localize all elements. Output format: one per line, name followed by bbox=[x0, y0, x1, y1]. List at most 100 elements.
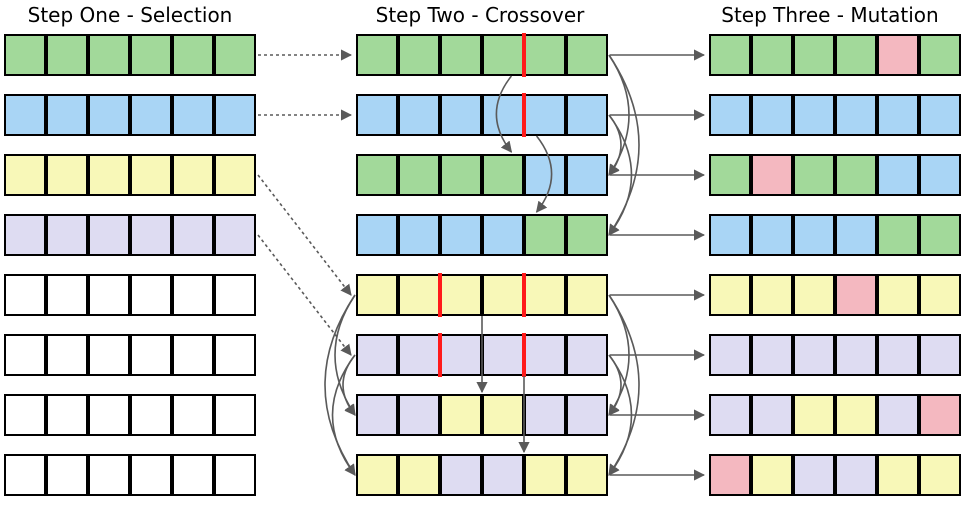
crossover-marker bbox=[522, 93, 526, 137]
gene-cell bbox=[836, 95, 876, 135]
gene-cell bbox=[441, 395, 481, 435]
gene-cell bbox=[483, 155, 523, 195]
gene-cell bbox=[441, 155, 481, 195]
gene-cell bbox=[47, 395, 87, 435]
gene-cell bbox=[836, 215, 876, 255]
gene-cell bbox=[5, 155, 45, 195]
gene-cell bbox=[215, 95, 255, 135]
gene-cell bbox=[567, 275, 607, 315]
gene-cell bbox=[878, 395, 918, 435]
gene-cell bbox=[567, 335, 607, 375]
chromosome-col2-4 bbox=[357, 273, 607, 317]
gene-cell bbox=[836, 155, 876, 195]
chromosome-col1-3 bbox=[5, 215, 255, 255]
gene-cell bbox=[483, 35, 523, 75]
gene-cell bbox=[173, 215, 213, 255]
gene-cell bbox=[399, 455, 439, 495]
gene-cell bbox=[752, 215, 792, 255]
gene-cell bbox=[483, 455, 523, 495]
gene-cell bbox=[173, 395, 213, 435]
gene-cell bbox=[173, 335, 213, 375]
gene-cell bbox=[752, 35, 792, 75]
chromosome-col1-4 bbox=[5, 275, 255, 315]
gene-cell bbox=[357, 455, 397, 495]
gene-cell bbox=[5, 335, 45, 375]
gene-cell bbox=[752, 95, 792, 135]
crossover-marker bbox=[522, 33, 526, 77]
gene-cell bbox=[483, 395, 523, 435]
gene-cell bbox=[878, 215, 918, 255]
crossover-arc bbox=[333, 355, 356, 475]
gene-cell bbox=[89, 35, 129, 75]
gene-cell bbox=[567, 35, 607, 75]
gene-cell bbox=[357, 95, 397, 135]
gene-cell bbox=[47, 35, 87, 75]
gene-cell bbox=[878, 95, 918, 135]
gene-cell bbox=[89, 215, 129, 255]
gene-cell bbox=[794, 155, 834, 195]
chromosome-col1-1 bbox=[5, 95, 255, 135]
gene-cell bbox=[920, 455, 960, 495]
gene-cell bbox=[920, 35, 960, 75]
gene-cell bbox=[525, 455, 565, 495]
gene-cell bbox=[567, 455, 607, 495]
gene-cell bbox=[483, 335, 523, 375]
gene-cell bbox=[878, 155, 918, 195]
chromosome-col2-1 bbox=[357, 93, 607, 137]
chromosome-col3-2 bbox=[710, 155, 960, 195]
gene-cell bbox=[836, 455, 876, 495]
gene-cell bbox=[399, 95, 439, 135]
gene-cell bbox=[920, 215, 960, 255]
gene-cell bbox=[441, 215, 481, 255]
gene-cell bbox=[794, 455, 834, 495]
gene-cell bbox=[878, 455, 918, 495]
gene-cell bbox=[131, 215, 171, 255]
gene-cell bbox=[173, 455, 213, 495]
gene-cell bbox=[441, 275, 481, 315]
flow-arrow bbox=[258, 175, 351, 295]
gene-cell bbox=[89, 155, 129, 195]
gene-cell bbox=[483, 275, 523, 315]
gene-cell bbox=[794, 275, 834, 315]
gene-cell bbox=[794, 35, 834, 75]
gene-cell bbox=[710, 395, 750, 435]
gene-cell bbox=[47, 155, 87, 195]
gene-cell bbox=[836, 275, 876, 315]
gene-cell bbox=[920, 275, 960, 315]
gene-cell bbox=[794, 215, 834, 255]
gene-cell bbox=[710, 275, 750, 315]
gene-cell bbox=[89, 275, 129, 315]
chromosome-col3-4 bbox=[710, 275, 960, 315]
gene-cell bbox=[483, 95, 523, 135]
chromosome-col2-6 bbox=[357, 395, 607, 435]
gene-cell bbox=[567, 215, 607, 255]
gene-cell bbox=[836, 395, 876, 435]
chromosome-col2-7 bbox=[357, 455, 607, 495]
chromosome-col3-5 bbox=[710, 335, 960, 375]
gene-cell bbox=[794, 95, 834, 135]
gene-cell bbox=[215, 335, 255, 375]
gene-cell bbox=[357, 215, 397, 255]
gene-cell bbox=[441, 95, 481, 135]
heading-h3: Step Three - Mutation bbox=[721, 3, 938, 27]
gene-cell bbox=[131, 95, 171, 135]
chromosome-col3-7 bbox=[710, 455, 960, 495]
gene-cell bbox=[89, 455, 129, 495]
gene-cell bbox=[525, 95, 565, 135]
crossover-marker bbox=[522, 333, 526, 377]
gene-cell bbox=[836, 335, 876, 375]
gene-cell bbox=[215, 455, 255, 495]
gene-cell bbox=[131, 155, 171, 195]
gene-cell bbox=[920, 95, 960, 135]
chromosome-col2-3 bbox=[357, 215, 607, 255]
chromosome-col3-1 bbox=[710, 95, 960, 135]
gene-cell bbox=[525, 35, 565, 75]
gene-cell bbox=[173, 95, 213, 135]
gene-cell bbox=[794, 335, 834, 375]
gene-cell bbox=[399, 155, 439, 195]
gene-cell bbox=[710, 455, 750, 495]
gene-cell bbox=[752, 335, 792, 375]
gene-cell bbox=[525, 275, 565, 315]
gene-cell bbox=[131, 275, 171, 315]
gene-cell bbox=[5, 35, 45, 75]
